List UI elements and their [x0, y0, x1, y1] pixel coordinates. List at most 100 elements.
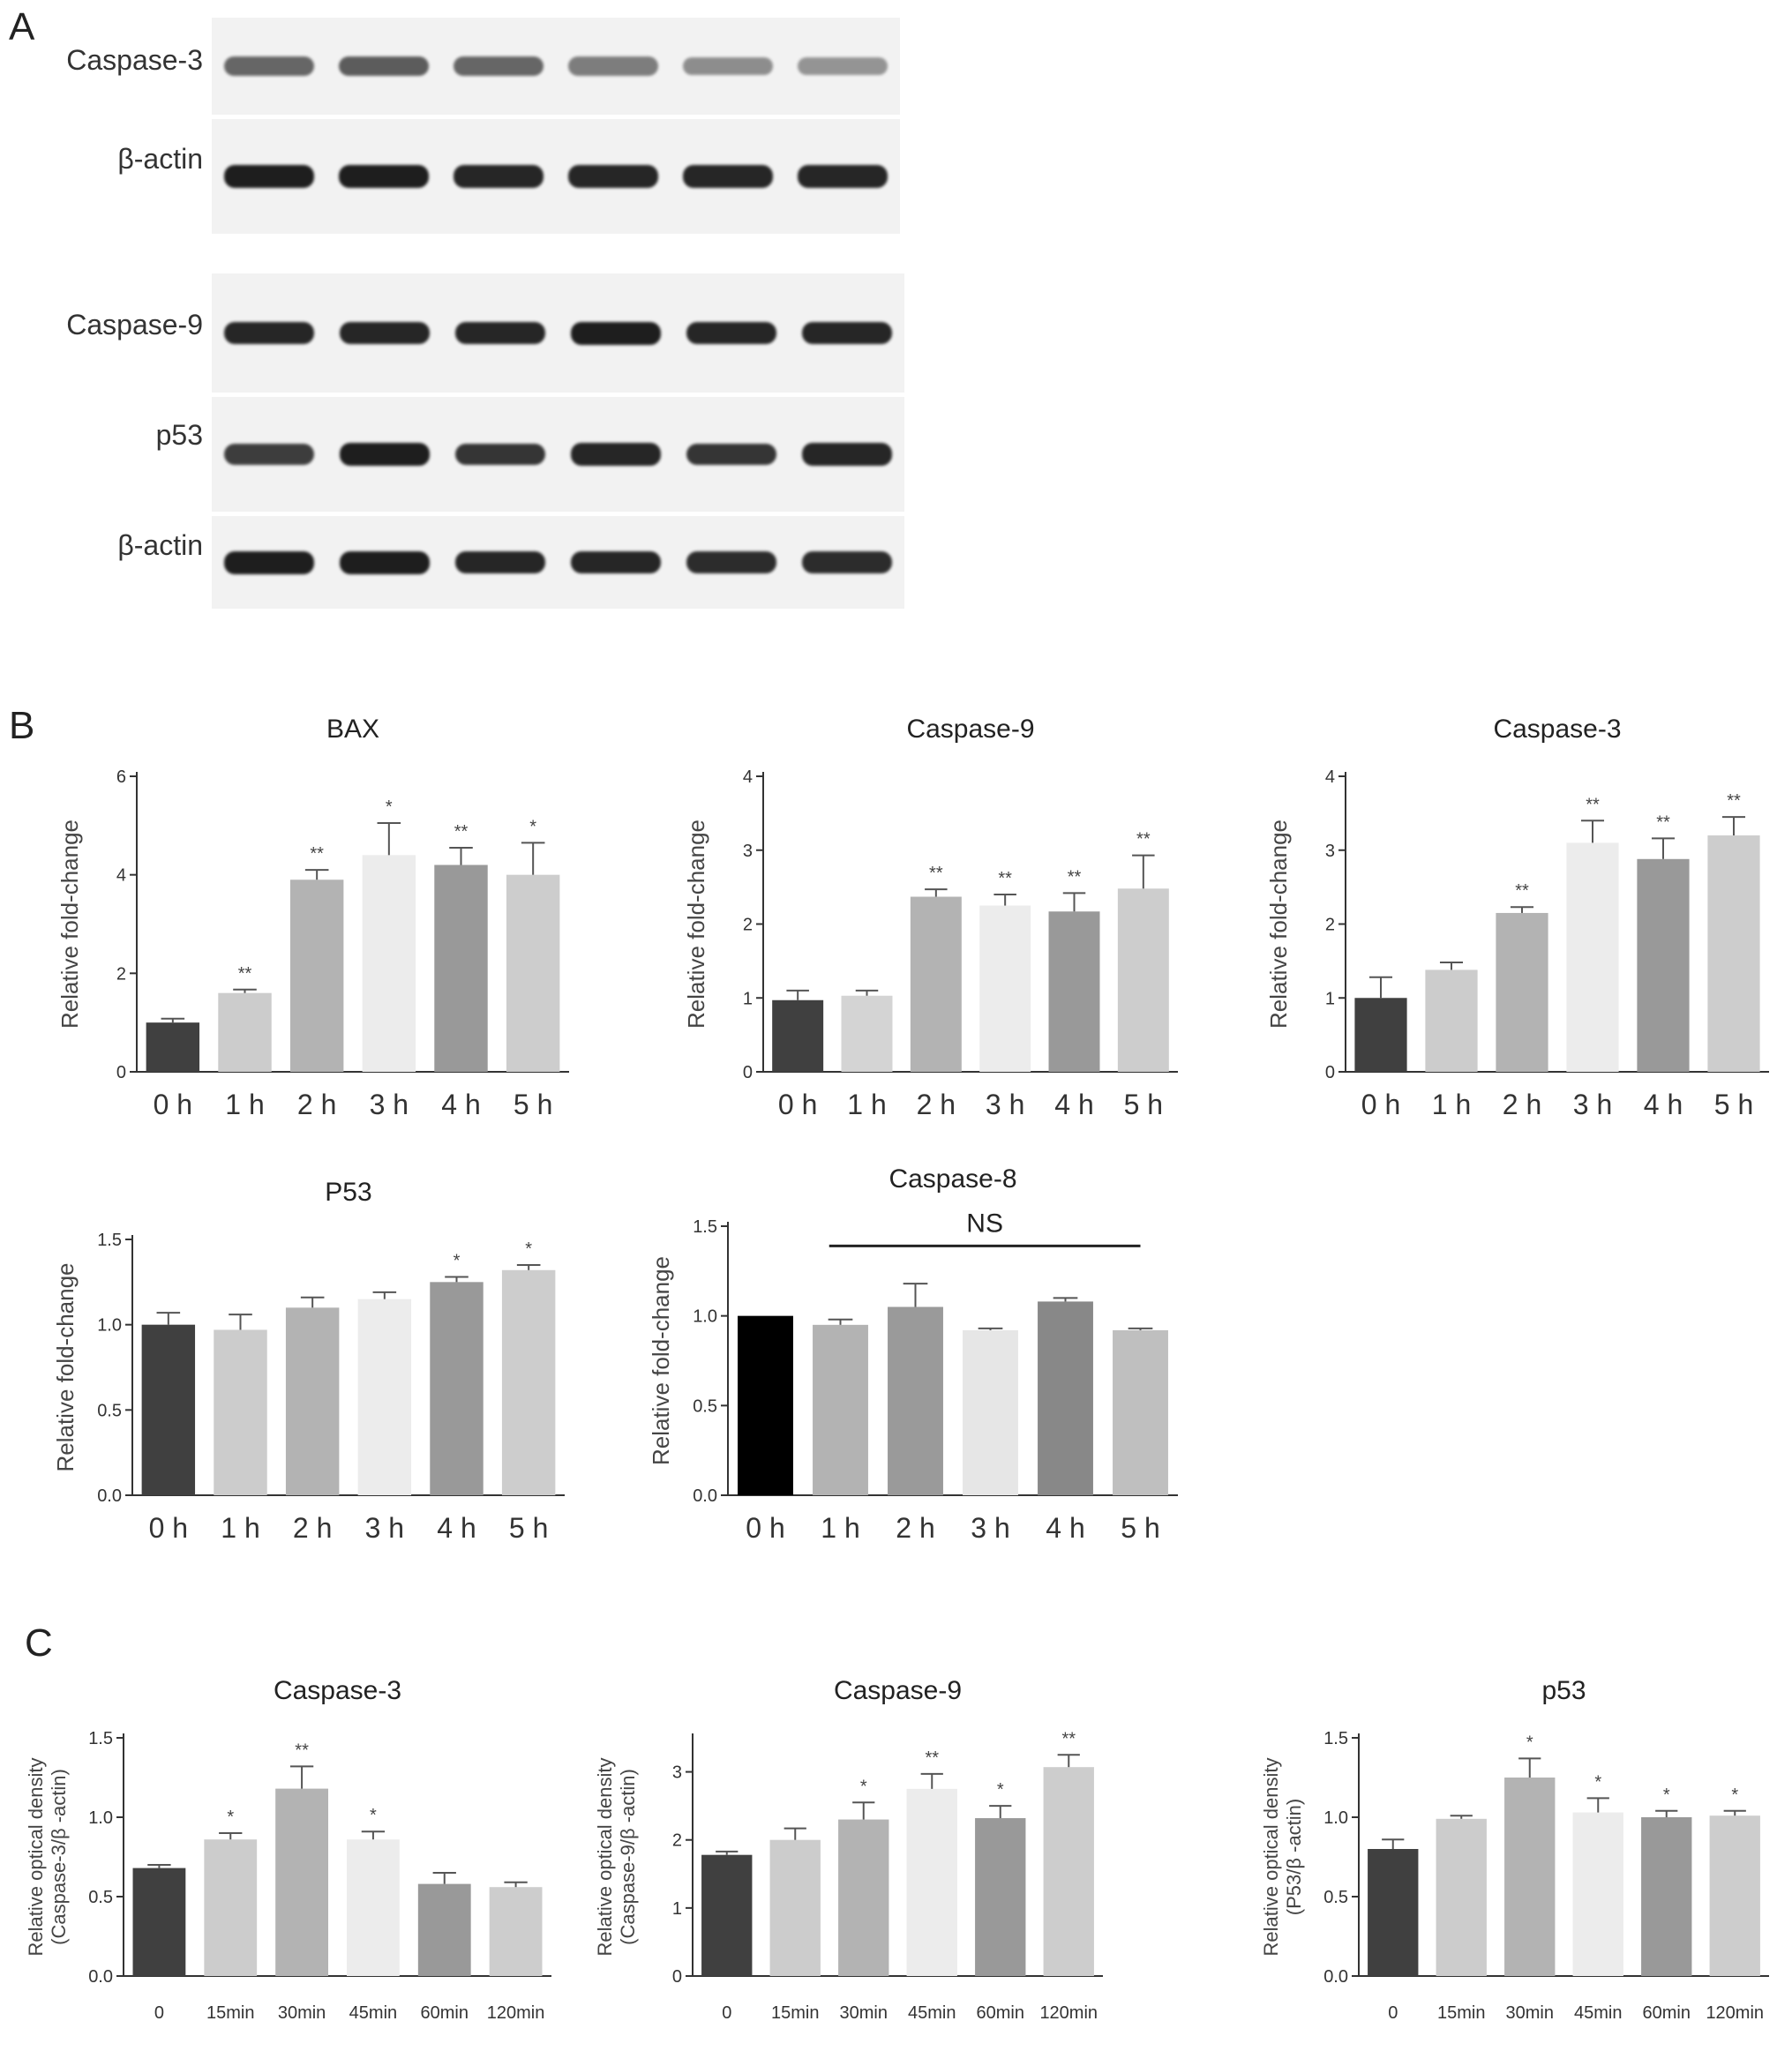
- bar: [1566, 842, 1619, 1072]
- x-tick-label: 3 h: [370, 1089, 409, 1120]
- chart-title: BAX: [326, 715, 379, 744]
- x-tick-label: 4 h: [437, 1512, 476, 1544]
- blot-strip-p53: [212, 397, 904, 512]
- x-tick-label: 4 h: [1054, 1089, 1093, 1120]
- blot-label-caspase9: Caspase-9: [66, 309, 203, 341]
- y-tick-label: 0.5: [97, 1401, 122, 1420]
- significance-marker: *: [454, 1252, 461, 1271]
- x-tick-label: 60min: [977, 2003, 1024, 2023]
- y-tick-label: 3: [743, 842, 753, 861]
- y-axis-label: Relative fold-change: [1265, 820, 1292, 1029]
- x-tick-label: 0: [722, 2003, 731, 2023]
- y-tick-label: 1: [1325, 989, 1335, 1008]
- blot-band: [224, 321, 315, 345]
- significance-marker: *: [227, 1808, 234, 1827]
- bar: [1043, 1767, 1094, 1976]
- significance-marker: **: [1586, 795, 1600, 814]
- blot-band: [455, 321, 546, 345]
- x-tick-label: 2 h: [917, 1089, 956, 1120]
- bar: [906, 1788, 957, 1976]
- y-axis-label: Relative optical density: [25, 1757, 47, 1956]
- chart-title: p53: [1541, 1676, 1586, 1705]
- chart-svg: Caspase-9 Relative fold-change 0 1 2 3 4 0 h 1 h…: [683, 715, 1178, 1120]
- x-tick-label: 0 h: [154, 1089, 192, 1120]
- bar: [1707, 835, 1760, 1072]
- x-tick-label: 0 h: [778, 1089, 817, 1120]
- chart-title: P53: [325, 1178, 371, 1207]
- y-tick-label: 0: [1325, 1063, 1335, 1082]
- x-tick-label: 60min: [1643, 2003, 1691, 2023]
- significance-marker: *: [997, 1780, 1004, 1800]
- significance-marker: **: [1068, 867, 1082, 887]
- bar: [214, 1329, 267, 1495]
- chart-title: Caspase-9: [906, 715, 1034, 744]
- y-tick-label: 0.5: [693, 1396, 717, 1416]
- x-tick-label: 2 h: [293, 1512, 332, 1544]
- significance-marker: **: [310, 844, 324, 864]
- y-tick-label: 1.0: [97, 1316, 122, 1336]
- x-tick-label: 0 h: [746, 1512, 784, 1544]
- bar: [357, 1299, 412, 1495]
- bar: [910, 896, 962, 1072]
- x-tick-label: 0 h: [149, 1512, 188, 1544]
- significance-marker: **: [1136, 830, 1151, 850]
- bar: [1641, 1817, 1692, 1976]
- significance-marker: **: [1727, 791, 1741, 811]
- y-tick-label: 2: [116, 964, 126, 984]
- blot-band: [683, 165, 773, 188]
- chart-caspase3-mrna: Caspase-3 Relative fold-change 0 1 2 3 4 0 h 1 h…: [1262, 697, 1782, 1156]
- bar: [1637, 858, 1690, 1072]
- blot-strip-actin-1: [212, 119, 900, 234]
- bar: [285, 1307, 340, 1495]
- bar: [738, 1315, 793, 1495]
- x-tick-label: 45min: [1574, 2003, 1622, 2023]
- x-tick-label: 120min: [487, 2003, 545, 2023]
- y-tick-label: 0: [116, 1063, 126, 1082]
- y-tick-label: 0.0: [97, 1486, 122, 1506]
- significance-marker: **: [1656, 812, 1670, 832]
- chart-p53-density: p53 Relative optical density (P53/β -actin…: [1253, 1658, 1782, 2060]
- chart-svg: p53 Relative optical density (P53/β -actin…: [1260, 1676, 1769, 2023]
- x-tick-label: 30min: [1506, 2003, 1554, 2023]
- x-tick-label: 15min: [771, 2003, 819, 2023]
- blot-band: [340, 321, 431, 345]
- y-axis-label: Relative optical density: [594, 1757, 616, 1956]
- y-tick-label: 0.0: [1323, 1967, 1348, 1987]
- bar: [1572, 1812, 1623, 1976]
- chart-title: Caspase-9: [834, 1676, 962, 1705]
- x-tick-label: 3 h: [986, 1089, 1024, 1120]
- x-tick-label: 45min: [908, 2003, 956, 2023]
- y-tick-label: 0.5: [1323, 1888, 1348, 1907]
- x-tick-label: 15min: [1437, 2003, 1485, 2023]
- y-tick-label: 1.5: [97, 1231, 122, 1250]
- x-tick-label: 5 h: [514, 1089, 552, 1120]
- x-tick-label: 1 h: [225, 1089, 264, 1120]
- y-tick-label: 1.5: [88, 1729, 113, 1748]
- bar: [772, 999, 824, 1072]
- y-axis-label: Relative fold-change: [683, 820, 709, 1029]
- y-axis-label: Relative fold-change: [56, 820, 83, 1029]
- x-tick-label: 3 h: [1573, 1089, 1612, 1120]
- bar: [132, 1868, 186, 1976]
- chart-caspase9-density: Caspase-9 Relative optical density (Caspas…: [587, 1658, 1116, 2060]
- bar: [1113, 1329, 1168, 1495]
- x-tick-label: 45min: [349, 2003, 397, 2023]
- y-tick-label: 1.0: [88, 1808, 113, 1828]
- chart-title: Caspase-3: [274, 1676, 401, 1705]
- x-tick-label: 5 h: [509, 1512, 548, 1544]
- blot-band: [455, 550, 546, 574]
- blot-band: [454, 165, 544, 188]
- x-tick-label: 0: [154, 2003, 164, 2023]
- bar: [1425, 969, 1478, 1072]
- significance-marker: **: [295, 1740, 309, 1760]
- y-tick-label: 0.0: [693, 1486, 717, 1506]
- chart-svg: Caspase-3 Relative optical density (Caspas…: [25, 1676, 551, 2023]
- x-tick-label: 120min: [1706, 2003, 1764, 2023]
- chart-svg: Caspase-8 Relative fold-change 0.0 0.5 1.0 1.…: [648, 1164, 1178, 1544]
- chart-caspase3-density: Caspase-3 Relative optical density (Caspas…: [18, 1658, 565, 2060]
- bar: [1354, 998, 1407, 1072]
- blot-band: [340, 550, 431, 574]
- y-axis-label: Relative optical density: [1260, 1757, 1282, 1956]
- x-tick-label: 2 h: [1503, 1089, 1541, 1120]
